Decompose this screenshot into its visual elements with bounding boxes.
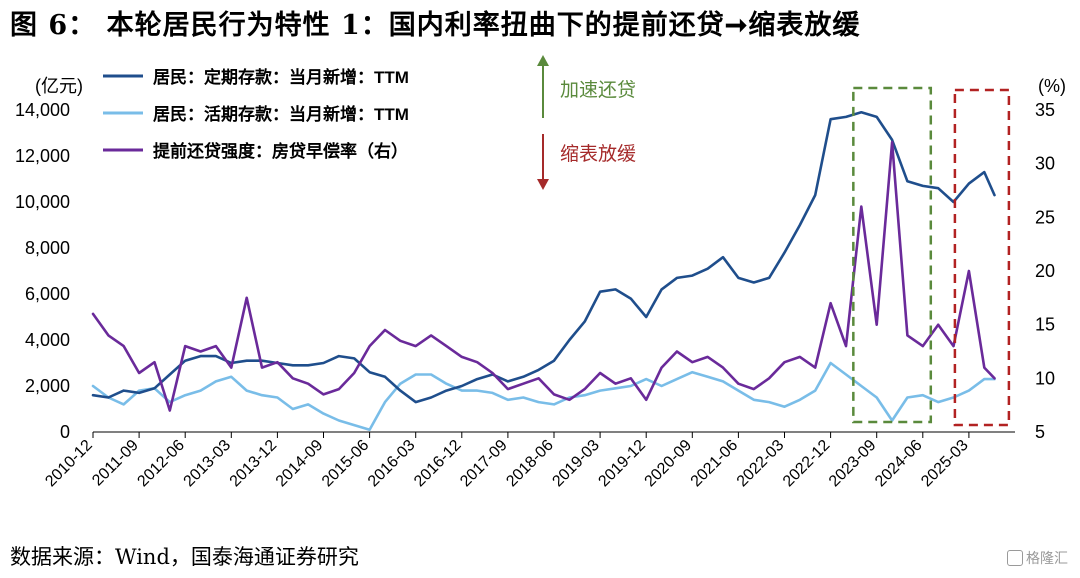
left-axis-tick-label: 8,000 [25,238,70,258]
x-axis-tick-label: 2024-06 [872,437,926,491]
x-axis-tick-label: 2011-09 [89,437,142,490]
figure-title: 图 6： 本轮居民行为特性 1：国内利率扭曲下的提前还贷➞缩表放缓 [10,10,861,41]
left-axis-unit-label: (亿元) [35,76,83,96]
right-axis-tick-label: 15 [1035,315,1055,335]
accelerate-label: 加速还贷 [560,79,636,101]
highlight-box-red [953,88,1011,427]
legend-item-fixed-deposit-label: 居民：定期存款：当月新增：TTM [153,67,409,87]
x-axis-tick-label: 2020-09 [642,437,696,491]
series-line-fixed-deposit [91,110,996,404]
x-axis-tick-label: 2019-03 [549,437,603,491]
x-axis-tick-label: 2023-09 [826,437,880,491]
left-axis-tick-label: 6,000 [25,284,70,304]
x-axis-tick-label: 2016-03 [365,437,419,491]
legend-item-prepayment-rate-label: 提前还贷强度：房贷早偿率（右） [153,141,408,161]
right-axis-unit-label: (%) [1038,76,1066,96]
x-axis-tick-label: 2015-06 [319,437,373,491]
x-axis-tick-label: 2013-03 [181,437,235,491]
x-axis-tick-label: 2014-09 [273,437,327,491]
x-axis-tick-label: 2012-06 [134,437,188,491]
x-axis-tick-label: 2022-03 [734,437,788,491]
highlight-box-green [852,86,933,424]
legend-item-demand-deposit-label: 居民：活期存款：当月新增：TTM [153,104,409,124]
left-axis-tick-label: 10,000 [15,192,70,212]
x-axis-tick-label: 2025-03 [918,437,972,491]
right-axis-tick-label: 20 [1035,261,1055,281]
x-axis-tick-label: 2019-12 [595,437,649,491]
x-axis-tick-label: 2017-09 [457,437,511,491]
chart: 0 2,000 4,000 6,000 8,000 10,000 12,000 14,000 (… [15,55,1066,491]
right-axis-tick-label: 5 [1035,422,1045,442]
series-line-prepayment-rate [91,140,996,412]
left-axis-tick-label: 0 [60,422,70,442]
left-axis-tick-label: 14,000 [15,100,70,120]
figure-source: 数据来源：Wind，国泰海通证券研究 [10,545,359,569]
x-axis-tick-label: 2013-12 [227,437,281,491]
x-axis-tick-label: 2018-06 [503,437,557,491]
right-axis-tick-label: 25 [1035,207,1055,227]
x-axis-tick-label: 2022-12 [780,437,834,491]
watermark-icon [1007,550,1023,566]
watermark: 格隆汇 [1007,548,1068,570]
x-axis-tick-label: 2016-12 [411,437,465,491]
right-axis-tick-label: 35 [1035,100,1055,120]
x-axis-tick-label: 2021-06 [688,437,742,491]
left-axis-tick-label: 2,000 [25,376,70,396]
x-axis-tick-label: 2010-12 [42,437,96,491]
left-axis-tick-label: 4,000 [25,330,70,350]
right-axis-tick-label: 10 [1035,368,1055,388]
slowdown-arrow-head [537,179,549,190]
slowdown-label: 缩表放缓 [560,143,636,165]
right-axis-tick-label: 30 [1035,154,1055,174]
left-axis-tick-label: 12,000 [15,146,70,166]
series-line-demand-deposit [91,361,996,432]
watermark-text: 格隆汇 [1026,551,1068,567]
accelerate-arrow-head [537,55,549,66]
